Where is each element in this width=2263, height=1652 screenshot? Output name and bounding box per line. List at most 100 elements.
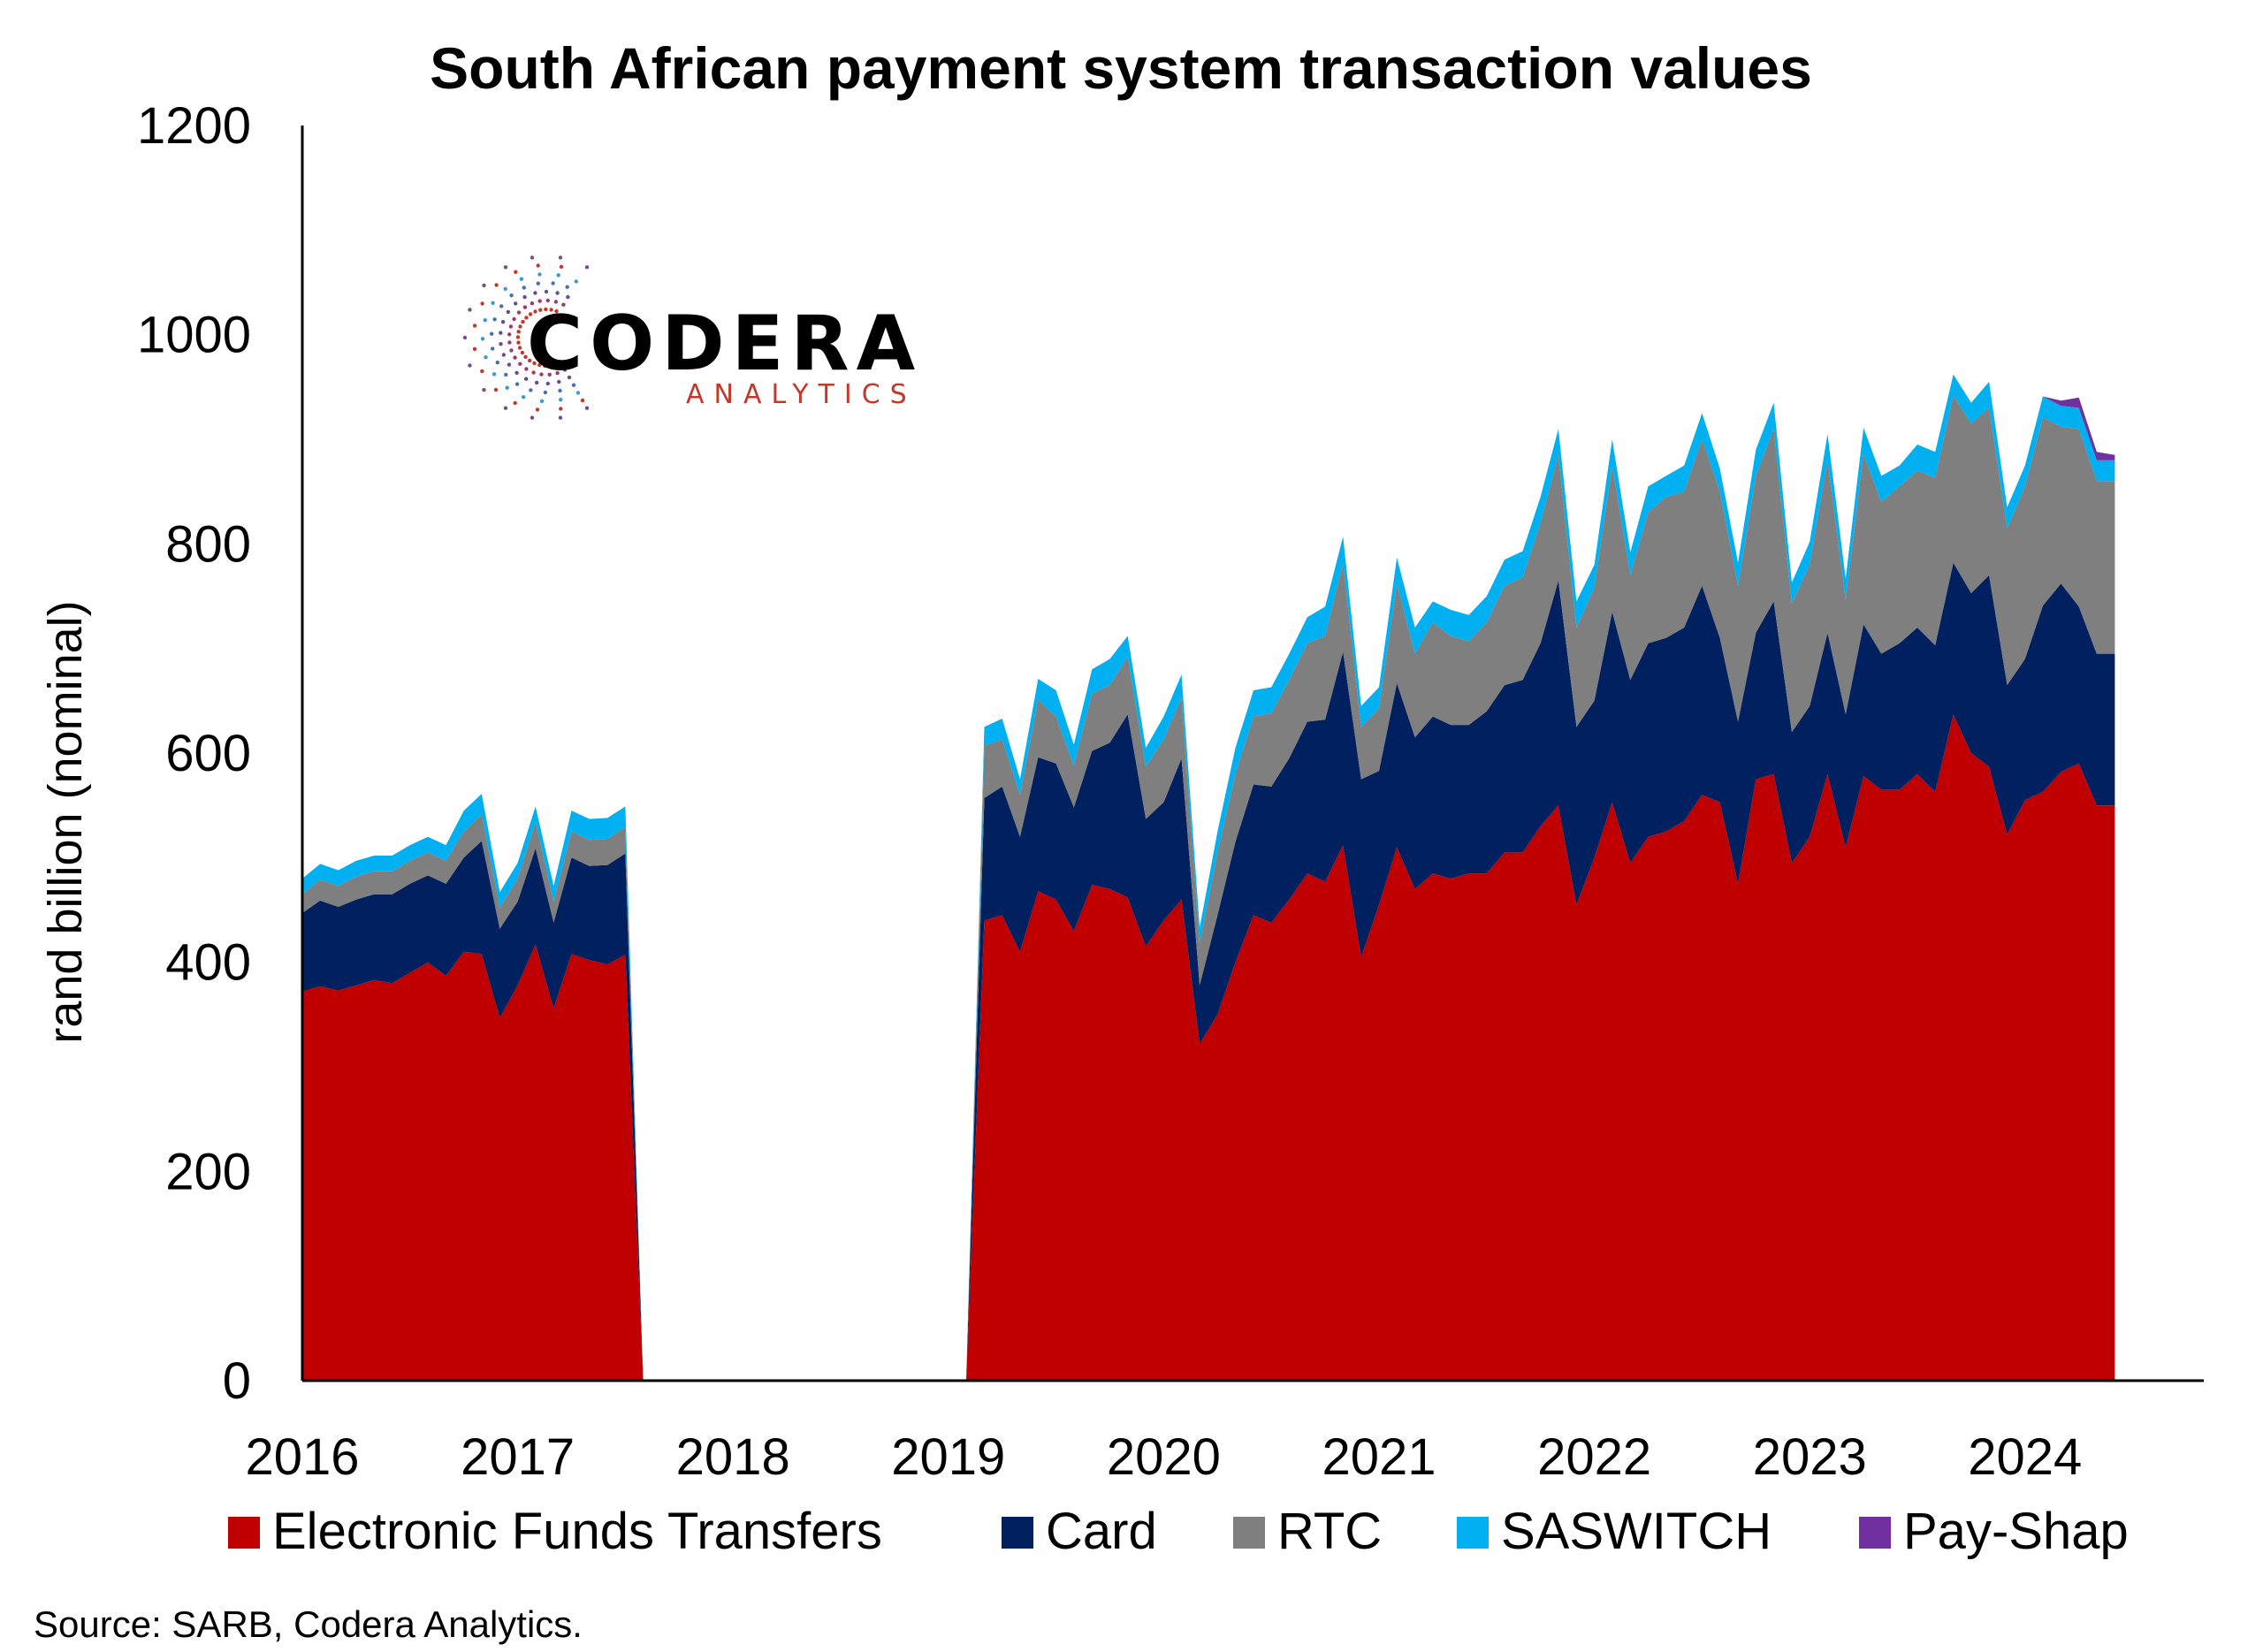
y-tick-label: 400 xyxy=(165,934,251,992)
logo-dot xyxy=(504,372,508,377)
legend-label-electronic-funds-transfers: Electronic Funds Transfers xyxy=(272,1503,882,1560)
logo-dot xyxy=(522,305,528,309)
logo-dot xyxy=(559,264,564,269)
logo-dot xyxy=(514,382,520,386)
logo-dot xyxy=(558,360,563,364)
logo-dot xyxy=(584,265,590,270)
y-tick-label: 800 xyxy=(165,515,251,573)
logo-dot xyxy=(558,388,562,393)
logo-dot xyxy=(530,255,535,260)
logo-dot xyxy=(530,415,535,420)
logo-dot xyxy=(574,279,578,284)
logo-dot xyxy=(539,399,545,403)
area-electronic-funds-transfers-2 xyxy=(966,714,2115,1381)
logo-dot xyxy=(522,395,526,400)
logo-dot xyxy=(558,255,563,260)
logo-dot xyxy=(549,308,553,312)
logo-dot xyxy=(537,299,542,303)
x-tick-label: 2019 xyxy=(891,1428,1005,1486)
logo-dot xyxy=(519,277,524,281)
logo-dot xyxy=(553,362,558,367)
logo-dot xyxy=(543,390,548,395)
logo-dot xyxy=(482,387,486,392)
area-electronic-funds-transfers-1 xyxy=(302,944,644,1381)
logo-dot xyxy=(520,350,525,355)
logo-dot xyxy=(528,358,532,363)
logo-dot xyxy=(551,281,555,285)
legend-swatch-rtc xyxy=(1233,1517,1265,1549)
logo-dot xyxy=(555,291,560,295)
logo-dot xyxy=(522,294,527,300)
logo-dot xyxy=(524,316,529,320)
logo-dot xyxy=(516,310,522,315)
logo-dot xyxy=(492,317,497,322)
logo-dot xyxy=(584,406,590,410)
logo-dot xyxy=(566,294,570,300)
logo-dot xyxy=(491,372,497,377)
legend-label-saswitch: SASWITCH xyxy=(1501,1503,1772,1560)
y-tick-label: 1000 xyxy=(137,307,251,364)
logo-dot xyxy=(518,362,522,366)
logo-dot xyxy=(493,387,499,392)
logo-dot xyxy=(537,362,542,368)
logo-dot xyxy=(483,318,487,323)
logo-dot xyxy=(509,293,514,298)
logo-dot xyxy=(506,309,511,315)
logo-dot xyxy=(501,353,506,357)
logo-dot xyxy=(545,298,550,303)
logo-dot xyxy=(535,380,539,385)
legend-swatch-pay-shap xyxy=(1859,1517,1891,1549)
logo-dot xyxy=(561,302,566,307)
logo-dot xyxy=(529,388,533,392)
logo-dot xyxy=(567,375,572,380)
logo-dot xyxy=(508,324,514,329)
y-axis-label: rand billion (nominal) xyxy=(39,600,92,1043)
source-note: Source: SARB, Codera Analytics. xyxy=(34,1603,583,1645)
x-tick-label: 2022 xyxy=(1537,1428,1651,1486)
chart-title: South African payment system transaction… xyxy=(430,35,1812,101)
logo-dot xyxy=(533,291,537,295)
y-tick-label: 600 xyxy=(165,725,251,782)
logo-dot xyxy=(499,342,503,346)
logo-dot xyxy=(537,272,542,277)
logo-dot xyxy=(507,340,512,345)
logo-dot xyxy=(462,335,468,340)
x-tick-label: 2023 xyxy=(1753,1428,1867,1486)
logo-dot xyxy=(515,335,521,339)
logo-dot xyxy=(547,372,552,377)
logo-dot xyxy=(512,316,516,322)
legend-label-pay-shap: Pay-Shap xyxy=(1903,1503,2129,1560)
logo-dot xyxy=(545,381,550,386)
legend-swatch-saswitch xyxy=(1457,1517,1489,1549)
logo-dot xyxy=(524,377,529,381)
logo-dot xyxy=(580,398,585,403)
logo-dot xyxy=(523,354,528,359)
codera-logo-icon xyxy=(462,255,590,420)
logo-dot xyxy=(507,332,512,337)
logo-dot xyxy=(468,363,472,368)
logo-dot xyxy=(490,331,494,336)
logo-dot xyxy=(531,370,536,375)
logo-dot xyxy=(555,370,560,376)
logo-dot xyxy=(495,360,499,365)
x-tick-label: 2016 xyxy=(245,1428,359,1486)
logo-dot xyxy=(499,304,504,308)
logo-dot xyxy=(514,270,518,274)
y-axis-ticks: 0 200 400 600 800 1000 1200 xyxy=(137,97,251,1410)
logo-dot xyxy=(559,407,563,411)
logo-dot xyxy=(507,362,512,367)
logo-dot xyxy=(516,330,521,334)
logo-dot xyxy=(522,285,526,290)
logo-sub-text: ANALYTICS xyxy=(686,379,917,410)
logo-dot xyxy=(500,320,506,324)
logo-dot xyxy=(543,363,547,369)
logo-main-text: CODERA xyxy=(527,300,922,388)
logo-dot xyxy=(468,308,472,312)
x-tick-label: 2020 xyxy=(1107,1428,1221,1486)
logo-dot xyxy=(503,406,508,410)
x-tick-label: 2018 xyxy=(676,1428,790,1486)
logo-dot xyxy=(554,308,559,314)
logo-dot xyxy=(491,301,495,305)
logo-dot xyxy=(530,301,535,306)
